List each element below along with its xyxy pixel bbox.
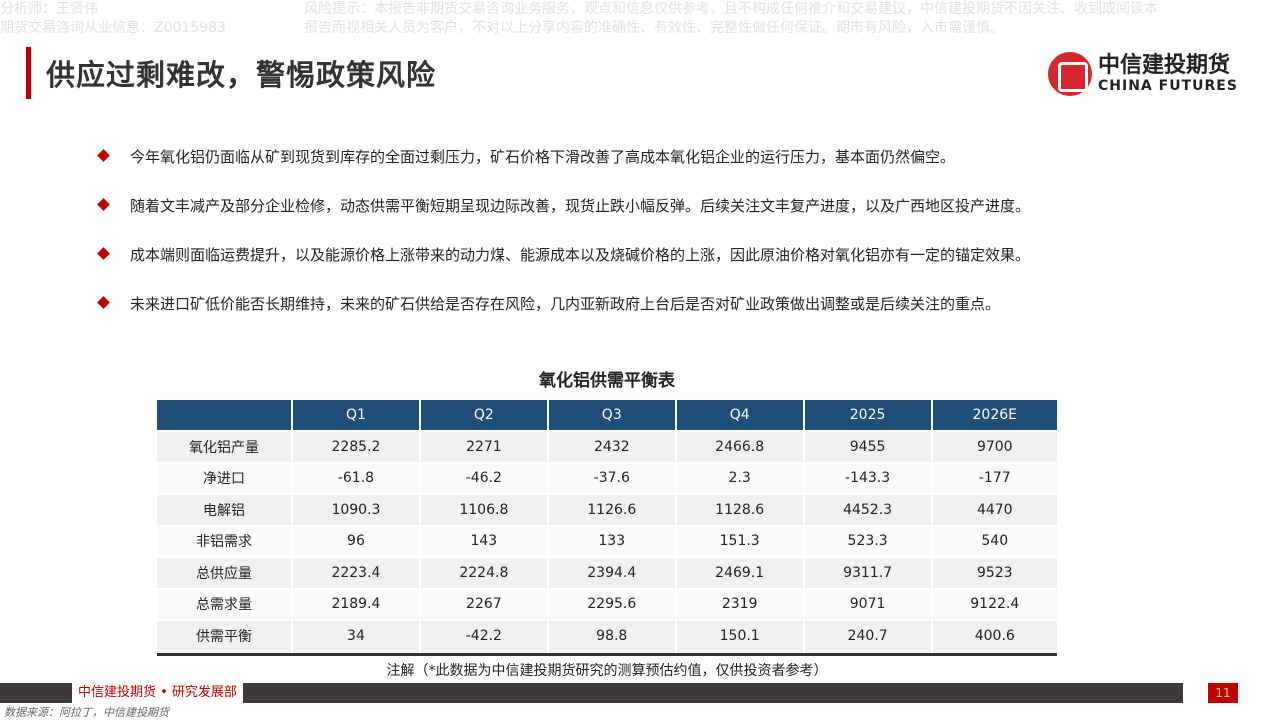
table-cell: 2.3 (674, 461, 804, 494)
table-row: 总需求量 2189.4 2267 2295.6 2319 9071 9122.4 (157, 587, 1057, 620)
table-cell: 523.3 (802, 524, 932, 557)
table-cell: 2466.8 (674, 430, 804, 463)
row-label: 总供应量 (157, 556, 292, 589)
table-cell: -37.6 (546, 461, 676, 494)
table-cell: 9122.4 (930, 587, 1057, 620)
watermark-analyst: 分析师：王贤伟 (0, 1, 98, 17)
table-cell: 240.7 (802, 619, 932, 652)
table-bottom-rule (157, 653, 1057, 656)
logo-cn: 中信建投期货 (1098, 53, 1231, 78)
table-cell: 2223.4 (291, 556, 420, 589)
row-label: 供需平衡 (157, 619, 292, 652)
table-row: 氧化铝产量 2285.2 2271 2432 2466.8 9455 9700 (157, 430, 1057, 463)
column-header: Q1 (291, 400, 420, 431)
column-header: Q2 (418, 400, 548, 431)
page-title: 供应过剩难改，警惕政策风险 (46, 58, 437, 92)
table-cell: 1128.6 (674, 493, 804, 526)
diamond-bullet-icon (97, 149, 110, 162)
table-cell: 2285.2 (291, 430, 420, 463)
table-cell: 2267 (418, 587, 548, 620)
table-row: 总供应量 2223.4 2224.8 2394.4 2469.1 9311.7 9523 (157, 556, 1057, 589)
table-cell: -46.2 (418, 461, 548, 494)
table-cell: 1126.6 (546, 493, 676, 526)
table-cell: 96 (291, 524, 420, 557)
column-header: Q3 (546, 400, 676, 431)
table-row: 非铝需求 96 143 133 151.3 523.3 540 (157, 524, 1057, 557)
row-label: 氧化铝产量 (157, 430, 292, 463)
balance-table: Q1 Q2 Q3 Q4 2025 2026E 氧化铝产量 2285.2 2271 2432 246… (157, 400, 1057, 652)
bullet-text: 今年氧化铝仍面临从矿到现货到库存的全面过剩压力，矿石价格下滑改善了高成本氧化铝企… (130, 148, 956, 166)
table-row: 电解铝 1090.3 1106.8 1126.6 1128.6 4452.3 4470 (157, 493, 1057, 526)
column-header: 2026E (930, 400, 1057, 431)
company-logo: 中信建投期货 CHINA FUTURES (1048, 52, 1238, 96)
row-label: 总需求量 (157, 587, 292, 620)
row-label: 非铝需求 (157, 524, 292, 557)
table-cell: 1106.8 (418, 493, 548, 526)
table-cell: 2469.1 (674, 556, 804, 589)
table-cell: -61.8 (291, 461, 420, 494)
logo-icon (1048, 52, 1092, 96)
table-cell: 2394.4 (546, 556, 676, 589)
table-cell: 2224.8 (418, 556, 548, 589)
footer-bar (0, 683, 1183, 703)
bullet-item: 随着文丰减产及部分企业检修，动态供需平衡短期呈现边际改善，现货止跌小幅反弹。后续… (96, 195, 1196, 244)
table-cell: -42.2 (418, 619, 548, 652)
watermark-license: 期货交易咨询从业信息：Z0015983 (0, 20, 226, 36)
table-header-row: Q1 Q2 Q3 Q4 2025 2026E (157, 400, 1057, 431)
table-cell: 98.8 (546, 619, 676, 652)
diamond-bullet-icon (97, 247, 110, 260)
table-cell: 9311.7 (802, 556, 932, 589)
table-cell: 34 (291, 619, 420, 652)
title-accent-bar (26, 47, 31, 99)
table-cell: 2271 (418, 430, 548, 463)
table-title: 氧化铝供需平衡表 (539, 371, 675, 391)
row-label: 净进口 (157, 461, 292, 494)
table-cell: 2295.6 (546, 587, 676, 620)
watermark-risk-1: 风险提示：本报告非期货交易咨询业务服务，观点和信息仅供参考，且不构成任何推介和交… (304, 1, 1158, 17)
table-note: 注解（*此数据为中信建投期货研究的测算预估约值，仅供投资者参考） (386, 663, 828, 679)
watermark-risk-2: 报告而视相关人员为客户，不对以上分享内容的准确性、有效性、完整性做任何保证。期市… (304, 20, 1004, 36)
table-cell: 2189.4 (291, 587, 420, 620)
table-row: 供需平衡 34 -42.2 98.8 150.1 240.7 400.6 (157, 619, 1057, 652)
table-cell: 9700 (930, 430, 1057, 463)
bullet-item: 今年氧化铝仍面临从矿到现货到库存的全面过剩压力，矿石价格下滑改善了高成本氧化铝企… (96, 146, 1196, 195)
table-cell: 151.3 (674, 524, 804, 557)
bullet-item: 成本端则面临运费提升，以及能源价格上涨带来的动力煤、能源成本以及烧碱价格的上涨，… (96, 244, 1196, 293)
bullet-item: 未来进口矿低价能否长期维持，未来的矿石供给是否存在风险，几内亚新政府上台后是否对… (96, 293, 1196, 342)
row-label: 电解铝 (157, 493, 292, 526)
table-cell: 9523 (930, 556, 1057, 589)
column-header: Q4 (674, 400, 804, 431)
table-cell: 1090.3 (291, 493, 420, 526)
diamond-bullet-icon (97, 296, 110, 309)
bullet-text: 未来进口矿低价能否长期维持，未来的矿石供给是否存在风险，几内亚新政府上台后是否对… (130, 295, 1001, 313)
data-source: 数据来源：阿拉丁，中信建投期货 (4, 706, 169, 719)
footer-label: 中信建投期货 • 研究发展部 (72, 683, 243, 703)
table-cell: -143.3 (802, 461, 932, 494)
table-cell: 2432 (546, 430, 676, 463)
diamond-bullet-icon (97, 198, 110, 211)
table-cell: 133 (546, 524, 676, 557)
table-cell: 143 (418, 524, 548, 557)
table-cell: 150.1 (674, 619, 804, 652)
table-cell: 4470 (930, 493, 1057, 526)
page-number: 11 (1208, 683, 1238, 703)
bullet-text: 随着文丰减产及部分企业检修，动态供需平衡短期呈现边际改善，现货止跌小幅反弹。后续… (130, 197, 1031, 215)
table-cell: 2319 (674, 587, 804, 620)
table-cell: 4452.3 (802, 493, 932, 526)
table-cell: 9071 (802, 587, 932, 620)
table-row: 净进口 -61.8 -46.2 -37.6 2.3 -143.3 -177 (157, 461, 1057, 494)
column-header (157, 400, 292, 431)
table-cell: 9455 (802, 430, 932, 463)
table-cell: 540 (930, 524, 1057, 557)
column-header: 2025 (802, 400, 932, 431)
logo-en: CHINA FUTURES (1098, 78, 1238, 94)
bullet-list: 今年氧化铝仍面临从矿到现货到库存的全面过剩压力，矿石价格下滑改善了高成本氧化铝企… (96, 146, 1196, 342)
table-cell: -177 (930, 461, 1057, 494)
table-cell: 400.6 (930, 619, 1057, 652)
bullet-text: 成本端则面临运费提升，以及能源价格上涨带来的动力煤、能源成本以及烧碱价格的上涨，… (130, 246, 1031, 264)
